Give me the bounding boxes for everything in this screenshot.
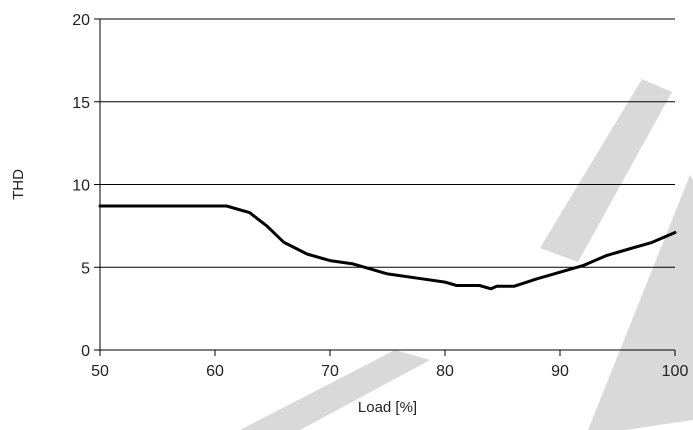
x-tick-label-0: 50	[91, 363, 109, 380]
x-axis-ticks: 50 60 70 80 90 100	[91, 350, 688, 380]
x-axis-title: Load [%]	[358, 399, 417, 416]
series-line-0	[98, 204, 677, 291]
x-tick-label-1: 60	[206, 363, 224, 380]
y-tick-label-0: 0	[81, 343, 90, 360]
x-tick-label-3: 80	[436, 363, 454, 380]
y-tick-label-1: 5	[81, 260, 90, 277]
y-tick-label-3: 15	[72, 95, 90, 112]
x-tick-label-4: 90	[551, 363, 569, 380]
watermark	[240, 79, 693, 430]
y-tick-label-4: 20	[72, 12, 90, 29]
y-axis-ticks: 0 5 10 15 20	[72, 12, 100, 360]
plot-area: 0 5 10 15 20 50 60 70 80 90 100	[72, 12, 688, 380]
x-tick-label-5: 100	[662, 363, 689, 380]
x-tick-label-2: 70	[321, 363, 339, 380]
y-tick-label-2: 10	[72, 178, 90, 195]
series-group	[98, 204, 677, 291]
y-axis-title: THD	[10, 169, 27, 200]
